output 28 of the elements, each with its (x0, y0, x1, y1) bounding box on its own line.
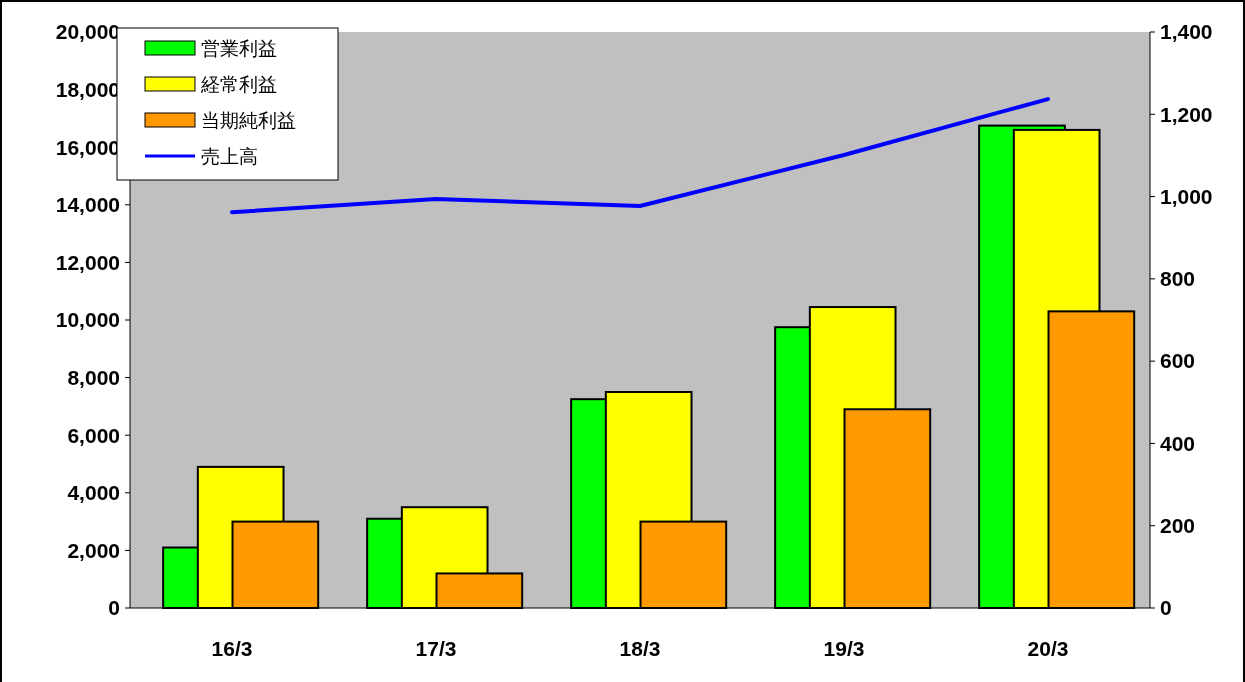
legend-label: 営業利益 (201, 37, 277, 59)
legend-label: 売上高 (201, 145, 258, 167)
y-tick-label: 4,000 (67, 481, 120, 505)
y-tick-label: 2,000 (67, 538, 120, 562)
y-tick-label: 14,000 (55, 193, 120, 217)
x-tick-label: 18/3 (619, 637, 661, 660)
legend-label: 経常利益 (200, 73, 277, 95)
y2-tick-label: 1,400 (1160, 20, 1213, 44)
y2-tick-label: 400 (1160, 431, 1196, 455)
y-tick-label: 20,000 (55, 20, 120, 44)
y2-tick-label: 1,200 (1160, 102, 1213, 126)
x-tick-label: 16/3 (211, 637, 253, 660)
y2-tick-label: 200 (1160, 514, 1196, 538)
y2-tick-label: 800 (1160, 267, 1196, 291)
x-tick-label: 19/3 (823, 637, 865, 660)
x-tick-label: 20/3 (1027, 637, 1069, 660)
y-tick-label: 12,000 (55, 250, 120, 274)
y-tick-label: 16,000 (55, 135, 120, 159)
x-tick-label: 17/3 (415, 637, 457, 660)
y-tick-label: 8,000 (67, 365, 120, 389)
y-tick-label: 18,000 (55, 77, 120, 101)
y-tick-label: 0 (108, 596, 120, 620)
y2-tick-label: 0 (1160, 596, 1172, 620)
y-tick-label: 6,000 (67, 423, 120, 447)
legend-label: 当期純利益 (201, 109, 296, 131)
y2-tick-label: 600 (1160, 349, 1196, 373)
y2-tick-label: 1,000 (1160, 184, 1213, 208)
y-tick-label: 10,000 (55, 308, 120, 332)
